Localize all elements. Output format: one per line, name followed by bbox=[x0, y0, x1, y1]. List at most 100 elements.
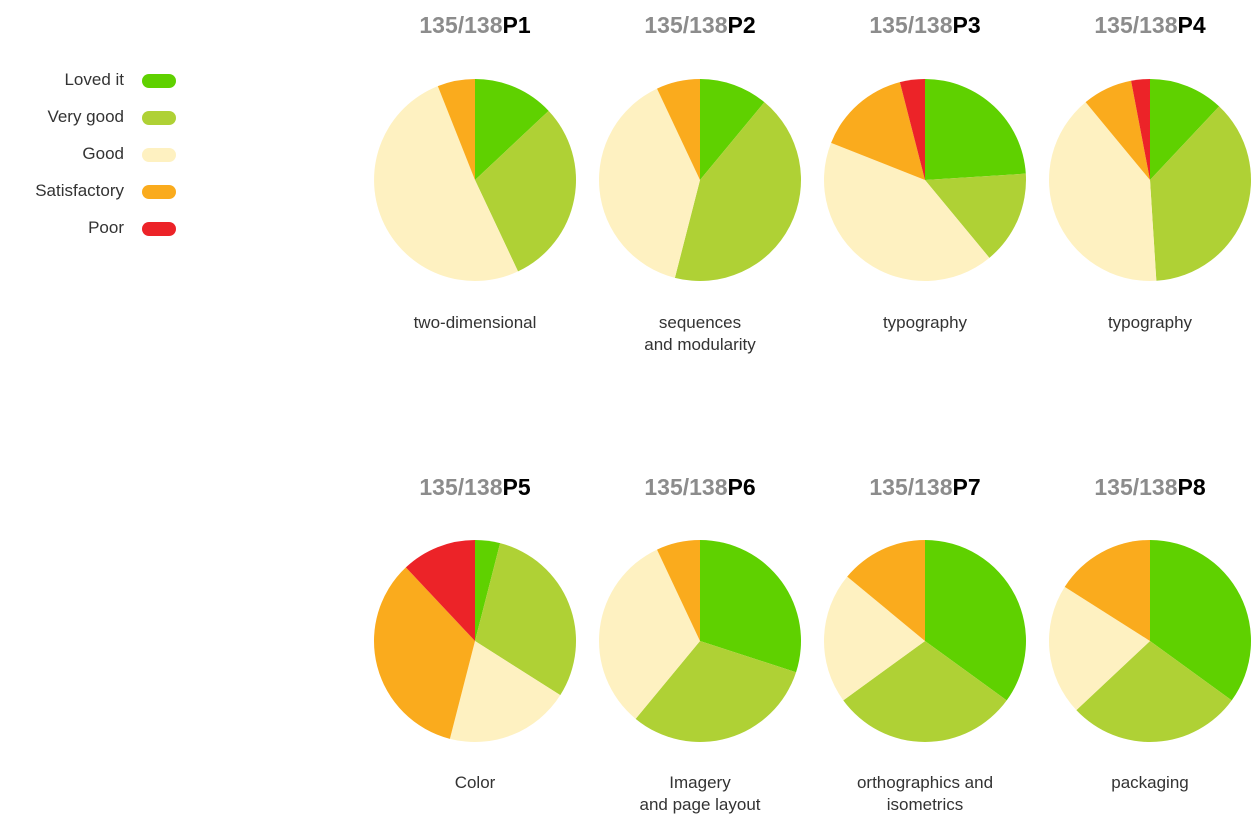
pie-slice-satisfactory bbox=[657, 540, 700, 641]
pie-chart-p8: 135/138P8 packaging bbox=[1048, 474, 1252, 792]
chart-caption: two-dimensional bbox=[414, 313, 537, 332]
pie-slice-good bbox=[598, 88, 700, 278]
legend-swatch bbox=[142, 185, 176, 199]
caption-line: two-dimensional bbox=[414, 313, 537, 332]
pie-slice-loved-it bbox=[1150, 79, 1220, 180]
pie-slice-very-good bbox=[925, 173, 1026, 258]
pie-chart-p4: 135/138P4 typography bbox=[1049, 12, 1252, 332]
chart-title: 135/138P6 bbox=[644, 474, 755, 500]
title-count: 135/138 bbox=[869, 12, 952, 38]
pie-slice-satisfactory bbox=[1085, 80, 1150, 180]
title-count: 135/138 bbox=[419, 12, 502, 38]
pie-chart-p5: 135/138P5 Color bbox=[373, 474, 577, 792]
chart-title: 135/138P2 bbox=[644, 12, 755, 38]
pie-slice-good bbox=[823, 576, 925, 701]
caption-line: orthographics and bbox=[857, 773, 993, 792]
caption-line: isometrics bbox=[887, 795, 964, 814]
chart-title: 135/138P7 bbox=[869, 474, 980, 500]
chart-title: 135/138P5 bbox=[419, 474, 530, 500]
pie-slice-loved-it bbox=[1150, 540, 1252, 701]
pie-slice-good bbox=[1048, 586, 1150, 711]
caption-line: packaging bbox=[1111, 773, 1189, 792]
title-part: P4 bbox=[1178, 12, 1206, 38]
pie-slice-loved-it bbox=[925, 79, 1026, 180]
chart-caption: orthographics and isometrics bbox=[857, 773, 993, 814]
legend-swatch bbox=[142, 222, 176, 236]
pie-slice-good bbox=[1049, 102, 1157, 281]
chart-caption: Color bbox=[455, 773, 496, 792]
pie-chart-p1: 135/138P1 two-dimensional bbox=[374, 12, 577, 332]
chart-caption: sequences and modularity bbox=[644, 313, 756, 354]
pie-slice-loved-it bbox=[475, 539, 501, 641]
legend-label: Loved it bbox=[64, 70, 124, 89]
legend-label: Poor bbox=[88, 218, 124, 237]
pie-slice-satisfactory bbox=[373, 567, 475, 739]
title-part: P1 bbox=[503, 12, 531, 38]
pie-slice-very-good bbox=[475, 110, 577, 272]
chart-caption: typography bbox=[1108, 313, 1193, 332]
legend-item: Loved it bbox=[0, 66, 180, 103]
chart-title: 135/138P3 bbox=[869, 12, 980, 38]
legend-label: Satisfactory bbox=[35, 181, 124, 200]
title-count: 135/138 bbox=[644, 474, 727, 500]
caption-line: and page layout bbox=[640, 795, 761, 814]
title-part: P2 bbox=[728, 12, 756, 38]
pie-slice-good bbox=[374, 86, 518, 281]
pie-slice-very-good bbox=[1076, 641, 1232, 743]
pie-chart-p7: 135/138P7 orthographics and isometrics bbox=[823, 474, 1027, 814]
pie-slice-poor bbox=[1131, 79, 1150, 180]
pie-slice-very-good bbox=[1150, 106, 1252, 281]
caption-line: typography bbox=[1108, 313, 1193, 332]
chart-title: 135/138P4 bbox=[1094, 12, 1205, 38]
title-count: 135/138 bbox=[869, 474, 952, 500]
legend-item: Very good bbox=[0, 103, 180, 140]
pie-slice-satisfactory bbox=[1064, 540, 1150, 641]
legend-label: Very good bbox=[47, 107, 124, 126]
pie-chart-p3: 135/138P3 typography bbox=[823, 12, 1026, 332]
pie-slice-loved-it bbox=[700, 79, 765, 180]
caption-line: sequences bbox=[659, 313, 741, 332]
legend-item: Satisfactory bbox=[0, 177, 180, 214]
chart-title: 135/138P1 bbox=[419, 12, 530, 38]
pie-slice-very-good bbox=[674, 102, 802, 282]
pie-slice-loved-it bbox=[925, 540, 1027, 701]
caption-line: Imagery bbox=[669, 773, 731, 792]
pie-slice-very-good bbox=[635, 641, 797, 743]
pie-slice-good bbox=[823, 142, 990, 282]
caption-line: typography bbox=[883, 313, 968, 332]
pie-slice-poor bbox=[899, 79, 925, 180]
title-count: 135/138 bbox=[419, 474, 502, 500]
pie-slice-good bbox=[599, 549, 700, 719]
title-part: P5 bbox=[503, 474, 531, 500]
chart-caption: typography bbox=[883, 313, 968, 332]
chart-caption: Imagery and page layout bbox=[640, 773, 761, 814]
title-part: P7 bbox=[953, 474, 981, 500]
legend: Loved it Very good Good Satisfactory Poor bbox=[0, 66, 180, 251]
pie-slice-satisfactory bbox=[847, 540, 925, 641]
pie-slice-satisfactory bbox=[831, 82, 925, 180]
pie-slice-good bbox=[449, 641, 561, 743]
pie-slice-poor bbox=[405, 540, 475, 641]
legend-label: Good bbox=[82, 144, 124, 163]
legend-item: Good bbox=[0, 140, 180, 177]
caption-line: and modularity bbox=[644, 335, 756, 354]
title-part: P6 bbox=[728, 474, 756, 500]
chart-caption: packaging bbox=[1111, 773, 1189, 792]
title-part: P3 bbox=[953, 12, 981, 38]
pie-slice-satisfactory bbox=[657, 79, 700, 180]
title-part: P8 bbox=[1178, 474, 1206, 500]
caption-line: Color bbox=[455, 773, 496, 792]
title-count: 135/138 bbox=[1094, 12, 1177, 38]
legend-swatch bbox=[142, 148, 176, 162]
pie-chart-p2: 135/138P2 sequences and modularity bbox=[598, 12, 802, 354]
pie-slice-satisfactory bbox=[437, 79, 475, 180]
legend-item: Poor bbox=[0, 214, 180, 251]
title-count: 135/138 bbox=[1094, 474, 1177, 500]
legend-swatch bbox=[142, 111, 176, 125]
pie-slice-loved-it bbox=[700, 539, 802, 673]
chart-title: 135/138P8 bbox=[1094, 474, 1205, 500]
pie-slice-very-good bbox=[475, 543, 577, 696]
pie-slice-loved-it bbox=[475, 79, 549, 180]
pie-slice-very-good bbox=[843, 641, 1007, 743]
